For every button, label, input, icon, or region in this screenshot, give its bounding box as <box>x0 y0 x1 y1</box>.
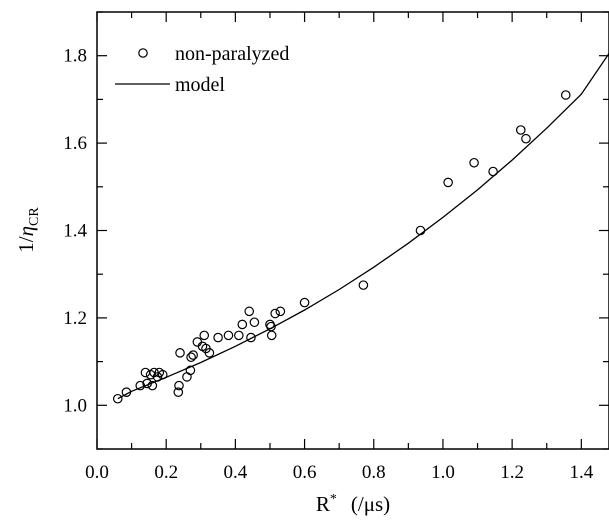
data-point <box>152 372 163 382</box>
model-line <box>117 53 609 400</box>
data-point <box>415 225 426 236</box>
y-tick-label: 1.0 <box>63 395 87 416</box>
y-tick-label: 1.8 <box>63 46 87 67</box>
x-axis-title-main: R <box>316 492 330 516</box>
data-point <box>213 332 223 343</box>
data-point <box>112 393 123 404</box>
non-paralyzed-series <box>112 90 571 404</box>
x-axis-ticks: 0.0 0.2 0.4 0.6 0.8 1.0 1.2 1.4 <box>85 12 594 483</box>
data-point <box>249 317 260 328</box>
data-point <box>469 157 479 168</box>
data-point <box>140 367 151 378</box>
y-axis-title-symbol: η <box>14 226 38 236</box>
data-point <box>244 306 255 317</box>
data-point <box>560 90 571 100</box>
data-point <box>199 330 210 341</box>
x-tick-label: 0.2 <box>154 462 178 483</box>
x-tick-label: 0.8 <box>362 462 386 483</box>
data-point <box>204 348 215 358</box>
y-axis-ticks: 1.0 1.2 1.4 1.6 1.8 <box>63 11 609 450</box>
x-axis-title: R* (/μs) <box>316 492 390 516</box>
plot-area: 0.0 0.2 0.4 0.6 0.8 1.0 1.2 1.4 1.0 1.2 1.4 1.6 1.8 <box>63 11 609 483</box>
x-tick-label: 0.0 <box>85 462 109 483</box>
data-point <box>237 319 248 330</box>
y-tick-label: 1.4 <box>63 221 87 242</box>
data-point <box>234 330 244 341</box>
legend-label-model: model <box>175 74 225 96</box>
data-point <box>358 280 369 290</box>
y-axis-title-prefix: 1/ <box>14 236 38 253</box>
data-point <box>443 177 453 188</box>
x-tick-label: 0.6 <box>293 462 317 483</box>
x-tick-label: 1.2 <box>500 462 524 483</box>
data-point <box>266 330 277 341</box>
y-axis-title-sub: CR <box>27 207 42 226</box>
data-point <box>488 166 498 177</box>
data-point <box>186 352 196 363</box>
data-point <box>192 337 203 347</box>
data-point <box>515 125 526 135</box>
legend-label-non-paralyzed: non-paralyzed <box>175 43 289 65</box>
x-tick-label: 0.4 <box>224 462 248 483</box>
data-point <box>175 348 185 358</box>
data-point <box>185 365 196 376</box>
data-point <box>521 133 531 144</box>
data-point <box>275 306 286 317</box>
x-axis-title-sup: * <box>330 492 337 507</box>
data-point <box>135 380 146 391</box>
model-series <box>117 53 609 400</box>
data-point <box>147 380 158 391</box>
data-point <box>121 387 132 397</box>
data-point <box>173 387 184 397</box>
legend-marker-non-paralyzed <box>138 48 148 58</box>
y-tick-label: 1.2 <box>63 308 87 329</box>
data-point <box>188 350 198 360</box>
data-point <box>299 297 310 308</box>
data-point <box>246 332 256 343</box>
x-tick-label: 1.4 <box>569 462 593 483</box>
x-axis-title-unit: (/μs) <box>351 492 390 516</box>
y-axis-title: 1/ηCR <box>14 207 42 253</box>
y-tick-label: 1.6 <box>63 133 87 154</box>
data-point <box>142 378 152 389</box>
plot-frame <box>96 11 609 450</box>
data-point <box>157 369 168 380</box>
data-point <box>223 330 234 341</box>
data-point <box>174 380 184 391</box>
x-tick-label: 1.0 <box>431 462 455 483</box>
data-point <box>270 308 280 319</box>
legend: non-paralyzed model <box>115 43 289 96</box>
